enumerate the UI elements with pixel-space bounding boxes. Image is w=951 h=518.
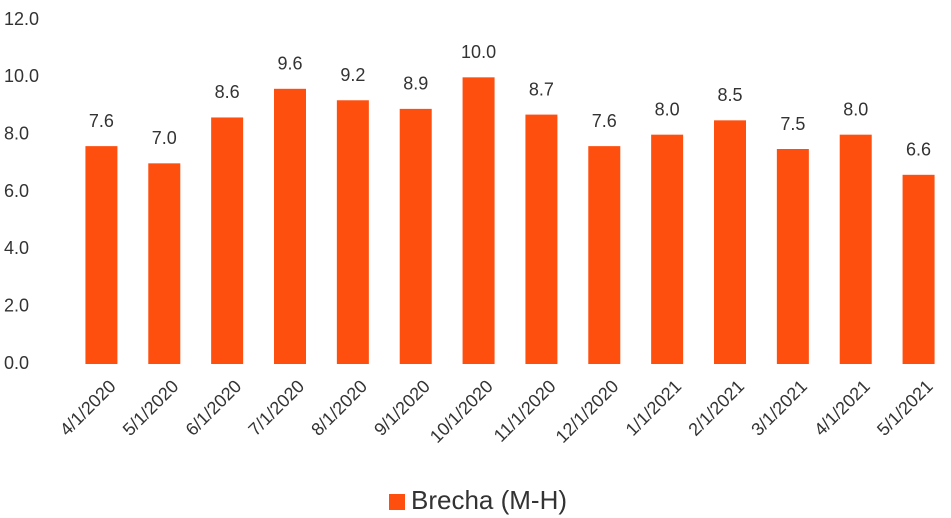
data-label: 8.0 bbox=[843, 99, 868, 119]
bar bbox=[336, 100, 369, 365]
data-label: 9.2 bbox=[340, 65, 365, 85]
data-label: 7.6 bbox=[89, 111, 114, 131]
bar bbox=[651, 134, 684, 364]
data-label: 8.0 bbox=[655, 99, 680, 119]
bar bbox=[588, 146, 621, 364]
bar bbox=[714, 120, 746, 364]
x-tick-label: 9/1/2020 bbox=[370, 376, 434, 440]
data-label: 10.0 bbox=[461, 42, 496, 62]
bar bbox=[148, 163, 181, 364]
x-tick-label: 5/1/2020 bbox=[119, 376, 183, 440]
data-label: 8.9 bbox=[403, 74, 428, 94]
x-tick-label: 7/1/2020 bbox=[244, 376, 308, 440]
y-tick-label: 12.0 bbox=[4, 9, 39, 29]
y-tick-label: 2.0 bbox=[4, 295, 29, 315]
x-tick-label: 2/1/2021 bbox=[684, 376, 748, 440]
legend-swatch bbox=[389, 494, 405, 510]
x-tick-label: 10/1/2020 bbox=[426, 376, 497, 447]
x-tick-label: 6/1/2020 bbox=[182, 376, 246, 440]
data-label: 7.6 bbox=[592, 111, 617, 131]
legend-label: Brecha (M-H) bbox=[411, 485, 567, 515]
y-tick-label: 10.0 bbox=[4, 66, 39, 86]
x-tick-label: 12/1/2020 bbox=[552, 376, 623, 447]
data-label: 8.6 bbox=[215, 82, 240, 102]
bar bbox=[274, 88, 306, 365]
bar bbox=[399, 108, 432, 364]
data-label: 6.6 bbox=[906, 140, 931, 160]
x-tick-label: 4/1/2020 bbox=[56, 376, 120, 440]
x-tick-label: 11/1/2020 bbox=[490, 376, 560, 446]
bar bbox=[839, 134, 872, 364]
y-tick-label: 8.0 bbox=[4, 123, 29, 143]
bar bbox=[211, 117, 244, 364]
x-tick-label: 5/1/2021 bbox=[873, 376, 937, 440]
x-tick-label: 3/1/2021 bbox=[747, 376, 811, 440]
data-label: 7.0 bbox=[152, 128, 177, 148]
y-tick-label: 4.0 bbox=[4, 238, 29, 258]
x-tick-label: 4/1/2021 bbox=[810, 376, 874, 440]
data-label: 8.5 bbox=[717, 85, 742, 105]
data-label: 8.7 bbox=[529, 79, 554, 99]
bar bbox=[85, 146, 118, 364]
y-tick-label: 0.0 bbox=[4, 353, 29, 373]
bar bbox=[462, 77, 495, 364]
x-tick-label: 8/1/2020 bbox=[307, 376, 371, 440]
bar bbox=[902, 174, 935, 364]
bar bbox=[525, 114, 558, 364]
data-label: 7.5 bbox=[780, 114, 805, 134]
bar bbox=[776, 149, 809, 364]
y-tick-label: 6.0 bbox=[4, 181, 29, 201]
data-label: 9.6 bbox=[277, 54, 302, 74]
x-tick-label: 1/1/2021 bbox=[622, 376, 686, 440]
